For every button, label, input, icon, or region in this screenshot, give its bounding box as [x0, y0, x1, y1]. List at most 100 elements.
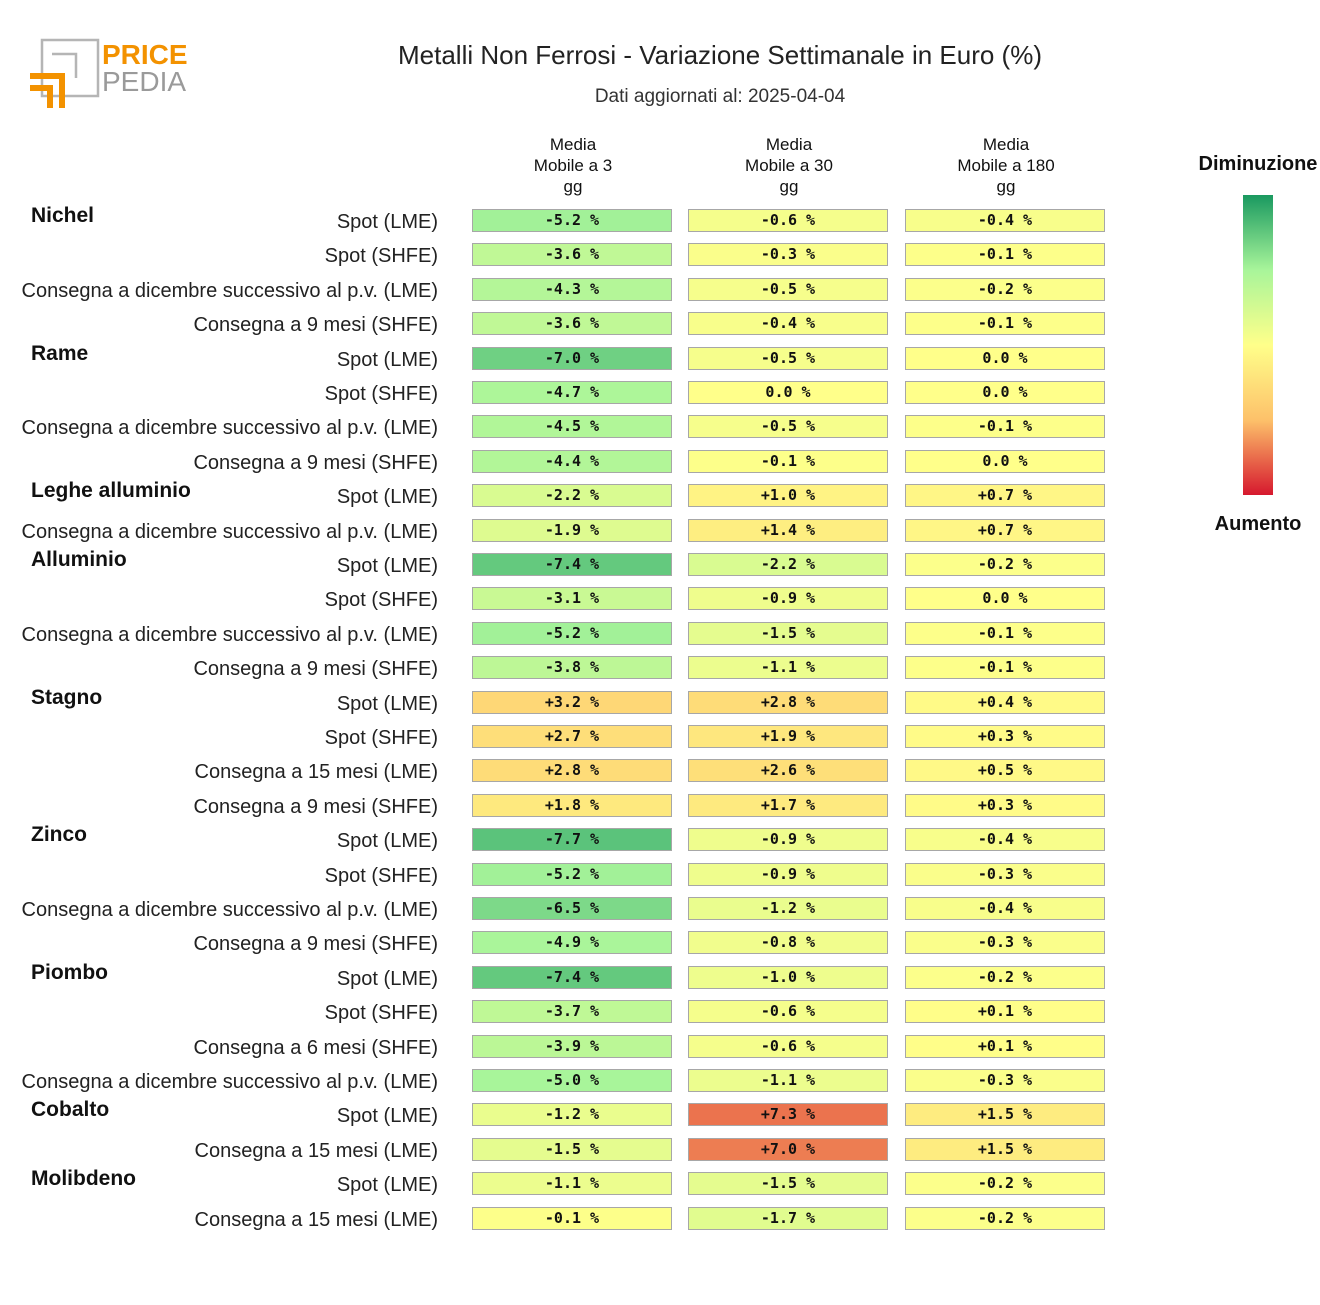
logo-price-text: PRICE: [102, 39, 188, 70]
row-label: Spot (LME): [336, 211, 438, 233]
row-label: Consegna a dicembre successivo al p.v. (…: [21, 279, 438, 302]
heatmap-cell: -0.5 %: [688, 415, 888, 439]
heatmap-cell: -0.1 %: [905, 621, 1105, 645]
row-label: Spot (SHFE): [324, 245, 438, 268]
heatmap-cell: -0.9 %: [688, 587, 888, 611]
color-scale-bar: [1243, 195, 1273, 495]
heatmap-cell: +1.4 %: [688, 518, 888, 542]
logo-pedia-text: PEDIA: [102, 66, 186, 97]
heatmap-cell: -0.1 %: [905, 656, 1105, 680]
column-header: Media Mobile a 180 gg: [957, 135, 1055, 196]
row-label: Spot (LME): [336, 348, 438, 371]
heatmap-cell: 0.0 %: [688, 381, 888, 404]
heatmap-cell: +0.3 %: [905, 725, 1105, 748]
heatmap-cell: -6.5 %: [472, 897, 672, 920]
heatmap-cell: -4.4 %: [472, 449, 672, 473]
row-label: Consegna a dicembre successivo al p.v. (…: [21, 899, 438, 921]
row-label: Spot (SHFE): [324, 727, 438, 749]
row-label: Consegna a 15 mesi (LME): [194, 761, 438, 784]
column-header: Media Mobile a 30 gg: [745, 135, 833, 196]
heatmap-cell: -0.1 %: [688, 449, 888, 473]
group-label: Leghe alluminio: [31, 479, 191, 503]
heatmap-cell: -5.2 %: [472, 209, 672, 232]
heatmap-cell: -0.2 %: [905, 277, 1105, 301]
heatmap-cell: +0.1 %: [905, 1034, 1105, 1058]
heatmap-cell: +0.1 %: [905, 1000, 1105, 1024]
heatmap-cell: -1.0 %: [688, 965, 888, 989]
heatmap-cell: -0.9 %: [688, 828, 888, 852]
row-label: Consegna a 9 mesi (SHFE): [193, 795, 438, 818]
row-label: Spot (LME): [336, 692, 438, 715]
heatmap-cell: -0.5 %: [688, 346, 888, 370]
row-label: Consegna a dicembre successivo al p.v. (…: [21, 1071, 438, 1093]
heatmap-cell: +0.5 %: [905, 759, 1105, 783]
heatmap-cell: -3.8 %: [472, 656, 672, 680]
heatmap-cell: -5.0 %: [472, 1069, 672, 1092]
heatmap-cell: -0.5 %: [688, 277, 888, 301]
heatmap-cell: -0.6 %: [688, 209, 888, 232]
heatmap-cell: -7.4 %: [472, 553, 672, 576]
column-header: Media Mobile a 3 gg: [533, 135, 613, 196]
heatmap-cell: -1.2 %: [472, 1103, 672, 1127]
heatmap-cell: -5.2 %: [472, 621, 672, 645]
heatmap-cell: 0.0 %: [905, 449, 1105, 473]
heatmap-cell: -1.1 %: [688, 1069, 888, 1092]
heatmap-cell: +1.0 %: [688, 484, 888, 508]
row-label: Consegna a dicembre successivo al p.v. (…: [21, 623, 438, 646]
heatmap-cell: 0.0 %: [905, 587, 1105, 611]
group-label: Cobalto: [31, 1098, 110, 1122]
heatmap-cell: +0.3 %: [905, 793, 1105, 817]
row-label: Consegna a 9 mesi (SHFE): [193, 658, 438, 681]
heatmap-cell: -4.9 %: [472, 931, 672, 955]
group-label: Rame: [31, 341, 89, 365]
row-label: Spot (LME): [336, 1174, 438, 1197]
legend-top-label: Diminuzione: [1198, 153, 1318, 175]
chart-title: Metalli Non Ferrosi - Variazione Settima…: [398, 40, 1042, 70]
heatmap-cell: +7.0 %: [688, 1137, 888, 1161]
heatmap-cell: -0.3 %: [905, 862, 1105, 886]
row-label: Spot (LME): [336, 486, 438, 509]
heatmap-cell: -0.1 %: [905, 243, 1105, 267]
heatmap-cell: -1.9 %: [472, 518, 672, 542]
row-label: Spot (SHFE): [324, 589, 438, 612]
heatmap-cell: +0.7 %: [905, 518, 1105, 542]
heatmap-cell: -0.2 %: [905, 1206, 1105, 1230]
heatmap-cell: +2.8 %: [472, 759, 672, 783]
heatmap-cell: -1.1 %: [472, 1172, 672, 1196]
heatmap-cell: -1.1 %: [688, 656, 888, 680]
row-label: Spot (LME): [336, 967, 438, 990]
legend-bottom-label: Aumento: [1214, 513, 1302, 535]
heatmap-cell: 0.0 %: [905, 346, 1105, 370]
heatmap-cell: -0.8 %: [688, 931, 888, 955]
row-label: Consegna a 15 mesi (LME): [194, 1208, 438, 1231]
heatmap-cell: +1.7 %: [688, 793, 888, 817]
heatmap-cell: -0.6 %: [688, 1000, 888, 1024]
heatmap-cell: -7.0 %: [472, 346, 672, 370]
heatmap-cell: -1.5 %: [688, 621, 888, 645]
heatmap-cell: -5.2 %: [472, 862, 672, 886]
group-label: Piombo: [31, 960, 108, 984]
group-label: Molibdeno: [31, 1167, 136, 1191]
heatmap-cell: -0.4 %: [688, 312, 888, 336]
row-label: Spot (SHFE): [324, 1002, 438, 1025]
heatmap-cell: -2.2 %: [472, 484, 672, 508]
row-label: Consegna a dicembre successivo al p.v. (…: [21, 417, 438, 440]
row-label: Spot (LME): [336, 830, 438, 853]
heatmap-cell: -7.4 %: [472, 965, 672, 989]
heatmap-cell: +2.6 %: [688, 759, 888, 783]
group-label: Alluminio: [31, 548, 127, 571]
row-label: Spot (LME): [336, 1105, 438, 1128]
chart-subtitle: Dati aggiornati al: 2025-04-04: [594, 86, 846, 107]
heatmap-cell: -0.3 %: [688, 243, 888, 267]
heatmap-cell: -2.2 %: [688, 553, 888, 576]
heatmap-cell: -4.5 %: [472, 415, 672, 439]
heatmap-cell: +3.2 %: [472, 690, 672, 714]
heatmap-cell: -0.4 %: [905, 209, 1105, 232]
heatmap-cell: -3.1 %: [472, 587, 672, 611]
heatmap-cell: -0.4 %: [905, 897, 1105, 920]
heatmap-cell: -4.7 %: [472, 381, 672, 404]
heatmap-cell: -0.2 %: [905, 1172, 1105, 1196]
group-label: Nichel: [31, 204, 95, 227]
row-label: Consegna a 9 mesi (SHFE): [193, 314, 438, 337]
heatmap-cell: -0.6 %: [688, 1034, 888, 1058]
